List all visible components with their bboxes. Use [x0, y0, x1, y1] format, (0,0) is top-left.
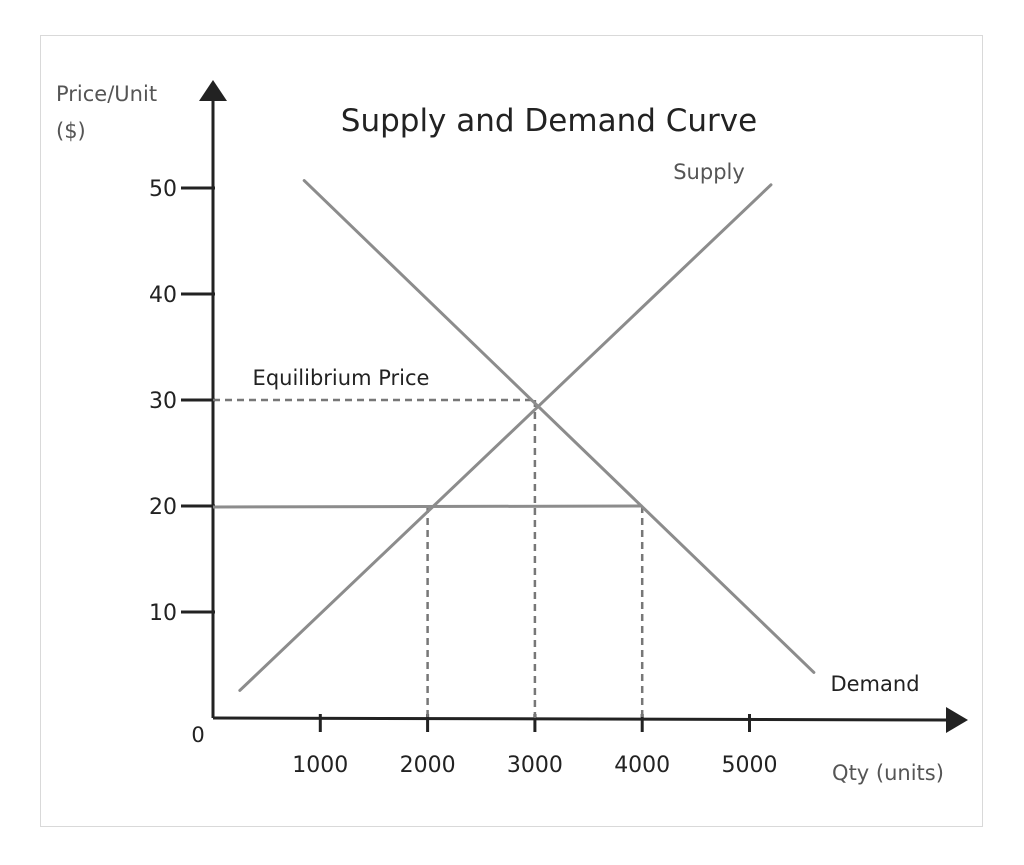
x-axis-label: Qty (units) [832, 761, 944, 785]
plot-area: 10 20 30 40 50 1000 2000 3000 4000 5000 [149, 80, 968, 778]
x-axis-line [212, 716, 949, 722]
y-tick-label: 10 [149, 601, 177, 626]
x-tick-label: 5000 [722, 753, 778, 778]
x-tick-label: 4000 [614, 753, 670, 778]
y-tick-label: 40 [149, 283, 177, 308]
y-axis-arrowhead [199, 80, 227, 101]
y-axis-label-line2: ($) [56, 119, 86, 143]
series-label-demand: Demand [830, 672, 919, 696]
x-tick-label: 2000 [400, 753, 456, 778]
supply-curve [238, 183, 773, 692]
equilibrium-label: Equilibrium Price [253, 366, 430, 390]
y-tick-label: 50 [149, 177, 177, 202]
origin-label: 0 [191, 723, 204, 747]
x-tick-label: 1000 [292, 753, 348, 778]
y-tick-label: 30 [149, 389, 177, 414]
series-label-supply: Supply [673, 160, 745, 184]
y-axis-label-line1: Price/Unit [56, 82, 157, 106]
y-tick-label: 20 [149, 495, 177, 520]
x-axis-arrowhead [946, 707, 968, 733]
price-line-20 [212, 504, 643, 509]
demand-curve [302, 179, 816, 674]
x-tick-label: 3000 [507, 753, 563, 778]
chart-title: Supply and Demand Curve [341, 103, 757, 139]
